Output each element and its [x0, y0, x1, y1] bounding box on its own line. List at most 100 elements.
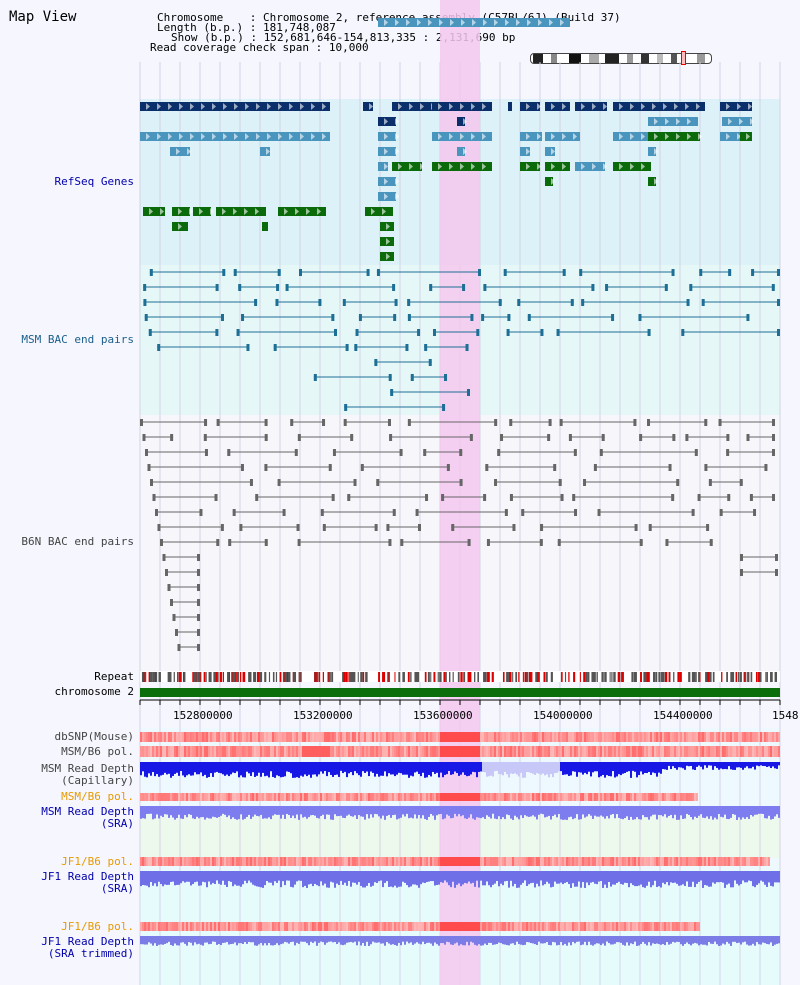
read-depth-bar — [392, 806, 394, 816]
repeat-element — [215, 672, 218, 682]
polymorphism-cell — [294, 793, 296, 801]
track-label-msm-b6-pol-2[interactable]: MSM/B6 pol. — [61, 790, 134, 803]
track-label-msm-read-depth-capillary[interactable]: MSM Read Depth (Capillary) — [41, 762, 134, 787]
track-label-jf1-b6-pol-2[interactable]: JF1/B6 pol. — [61, 920, 134, 933]
gene-strand-arrow — [551, 103, 555, 110]
polymorphism-cell — [322, 857, 324, 866]
polymorphism-cell — [254, 857, 256, 866]
read-depth-bar — [628, 762, 630, 772]
polymorphism-cell — [548, 793, 550, 801]
read-depth-bar — [430, 806, 432, 814]
polymorphism-cell — [516, 922, 518, 931]
track-label-repeat[interactable]: Repeat — [94, 670, 134, 683]
polymorphism-cell — [412, 793, 414, 801]
polymorphism-cell — [142, 793, 144, 801]
polymorphism-cell — [632, 793, 634, 801]
polymorphism-cell — [300, 857, 302, 866]
read-depth-bar — [438, 806, 440, 815]
polymorphism-cell — [172, 857, 174, 866]
read-depth-bar — [702, 762, 704, 770]
track-label-b6n-bac[interactable]: B6N BAC end pairs — [21, 535, 134, 548]
polymorphism-cell — [534, 732, 536, 742]
polymorphism-cell — [220, 746, 222, 757]
read-depth-bar — [428, 762, 430, 775]
bac-end-mark — [428, 359, 432, 366]
read-depth-bar — [310, 871, 312, 884]
polymorphism-cell — [462, 732, 464, 742]
polymorphism-cell — [346, 793, 348, 801]
bac-end-mark — [740, 554, 743, 561]
read-depth-bar — [176, 871, 178, 885]
track-label-jf1-read-depth-trimmed[interactable]: JF1 Read Depth (SRA trimmed) — [41, 935, 134, 960]
read-depth-bar — [142, 806, 144, 819]
read-depth-bar — [390, 762, 392, 775]
polymorphism-cell — [644, 922, 646, 931]
read-depth-bar — [752, 936, 754, 944]
read-depth-bar — [666, 806, 668, 818]
chromosome-ideogram[interactable] — [530, 53, 712, 64]
read-depth-bar — [250, 806, 252, 819]
polymorphism-cell — [628, 732, 630, 742]
read-depth-bar — [600, 806, 602, 816]
length-key: Length (b.p.) — [157, 21, 244, 34]
read-depth-bar — [164, 806, 166, 815]
read-depth-bar — [634, 936, 636, 942]
polymorphism-cell — [214, 922, 216, 931]
polymorphism-cell — [716, 732, 718, 742]
read-depth-bar — [462, 871, 464, 885]
bac-end-mark — [294, 449, 298, 456]
read-depth-bar — [702, 806, 704, 818]
gene-strand-arrow — [551, 163, 555, 170]
track-label-chromosome[interactable]: chromosome 2 — [54, 685, 134, 698]
repeat-element — [343, 672, 346, 682]
read-depth-bar — [464, 762, 466, 775]
read-depth-bar — [652, 871, 654, 886]
polymorphism-cell — [442, 922, 444, 931]
polymorphism-cell — [672, 732, 674, 742]
polymorphism-cell — [154, 793, 156, 801]
polymorphism-cell — [302, 922, 304, 931]
track-label-dbsnp[interactable]: dbSNP(Mouse) — [54, 730, 134, 743]
polymorphism-cell — [332, 857, 334, 866]
read-depth-bar — [614, 762, 616, 778]
polymorphism-cell — [592, 793, 594, 801]
polymorphism-cell — [382, 857, 384, 866]
polymorphism-cell — [380, 746, 382, 757]
polymorphism-cell — [410, 857, 412, 866]
polymorphism-cell — [666, 746, 668, 757]
read-depth-bar — [402, 806, 404, 815]
polymorphism-cell — [762, 857, 764, 866]
read-depth-bar — [458, 806, 460, 815]
polymorphism-cell — [178, 746, 180, 757]
read-depth-bar — [736, 871, 738, 884]
polymorphism-cell — [156, 793, 158, 801]
polymorphism-cell — [202, 732, 204, 742]
read-depth-bar — [208, 806, 210, 819]
read-depth-bar — [368, 806, 370, 819]
polymorphism-cell — [390, 793, 392, 801]
track-label-jf1-b6-pol-1[interactable]: JF1/B6 pol. — [61, 855, 134, 868]
track-label-msm-bac[interactable]: MSM BAC end pairs — [21, 333, 134, 346]
track-label-msm-read-depth-sra[interactable]: MSM Read Depth (SRA) — [41, 805, 134, 830]
polymorphism-cell — [242, 732, 244, 742]
track-label-jf1-read-depth-sra[interactable]: JF1 Read Depth (SRA) — [41, 870, 134, 895]
track-label-msm-b6-pol-1[interactable]: MSM/B6 pol. — [61, 745, 134, 758]
polymorphism-cell — [286, 732, 288, 742]
bac-end-mark — [672, 434, 676, 441]
read-depth-bar — [586, 871, 588, 883]
track-label-refseq[interactable]: RefSeq Genes — [54, 175, 134, 188]
polymorphism-cell — [152, 922, 154, 931]
read-depth-bar — [282, 762, 284, 777]
read-depth-bar — [254, 762, 256, 777]
read-depth-bar — [320, 806, 322, 817]
polymorphism-cell — [278, 793, 280, 801]
read-depth-bar — [300, 762, 302, 776]
read-depth-bar — [704, 806, 706, 819]
gene-strand-arrow — [641, 103, 645, 110]
polymorphism-cell — [606, 746, 608, 757]
polymorphism-cell — [594, 746, 596, 757]
polymorphism-cell — [412, 922, 414, 931]
polymorphism-cell — [496, 732, 498, 742]
gene-strand-arrow — [168, 103, 172, 110]
